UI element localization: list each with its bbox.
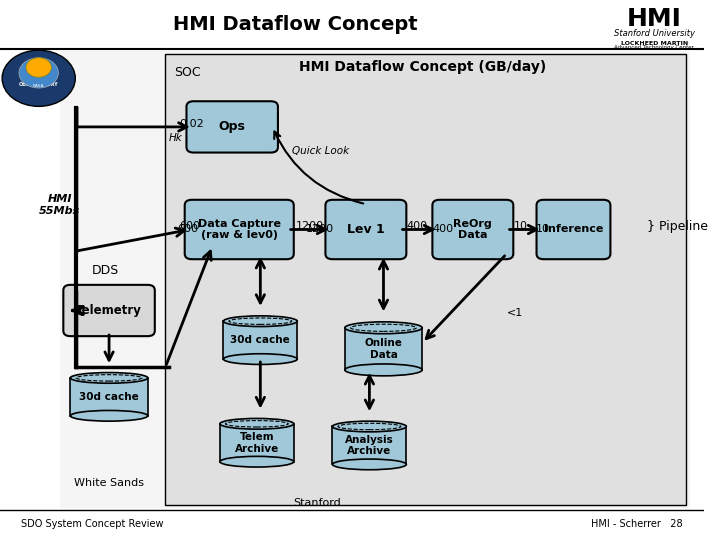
Text: 600: 600 — [179, 221, 200, 231]
Text: 1200: 1200 — [295, 221, 324, 231]
Ellipse shape — [345, 364, 422, 376]
Text: Stanford University: Stanford University — [614, 29, 695, 38]
Bar — [166, 54, 686, 505]
Text: HMI Dataflow Concept: HMI Dataflow Concept — [174, 15, 418, 34]
FancyBboxPatch shape — [433, 200, 513, 259]
Bar — [0, 0, 703, 49]
Text: White Sands: White Sands — [74, 478, 144, 488]
Text: LOCKHEED MARTIN: LOCKHEED MARTIN — [621, 40, 688, 46]
Bar — [223, 321, 297, 359]
Text: Telemetry: Telemetry — [76, 304, 142, 317]
Text: 400: 400 — [407, 221, 428, 231]
Ellipse shape — [220, 418, 294, 429]
Bar — [220, 424, 294, 462]
Text: 10: 10 — [513, 221, 528, 231]
Text: 0.02: 0.02 — [179, 119, 204, 129]
Ellipse shape — [71, 373, 148, 383]
Ellipse shape — [345, 322, 422, 334]
FancyBboxPatch shape — [186, 102, 278, 152]
FancyBboxPatch shape — [185, 200, 294, 259]
Text: 10: 10 — [536, 224, 550, 234]
Circle shape — [2, 50, 76, 106]
FancyBboxPatch shape — [536, 200, 611, 259]
Ellipse shape — [223, 316, 297, 327]
Text: HMI: HMI — [627, 7, 682, 31]
Text: 600: 600 — [177, 224, 198, 234]
Text: 400: 400 — [432, 224, 453, 234]
Ellipse shape — [333, 459, 406, 470]
Bar — [333, 427, 406, 464]
Text: NASA: NASA — [33, 84, 45, 89]
FancyBboxPatch shape — [63, 285, 155, 336]
Text: ReOrg
Data: ReOrg Data — [454, 219, 492, 240]
Text: 30d cache: 30d cache — [230, 335, 290, 345]
Ellipse shape — [220, 456, 294, 467]
Text: 30d cache: 30d cache — [79, 392, 139, 402]
Circle shape — [26, 58, 51, 77]
Text: Inference: Inference — [544, 225, 603, 234]
Text: HMI - Scherrer   28: HMI - Scherrer 28 — [591, 519, 683, 529]
Circle shape — [19, 58, 58, 88]
Text: SOLAR
DYNAMICS
OBSERVATORY: SOLAR DYNAMICS OBSERVATORY — [19, 70, 58, 86]
Text: DDS: DDS — [92, 264, 120, 276]
Text: Online
Data: Online Data — [364, 338, 402, 360]
Text: Data Capture
(raw & lev0): Data Capture (raw & lev0) — [198, 219, 281, 240]
Ellipse shape — [333, 421, 406, 432]
FancyBboxPatch shape — [325, 200, 406, 259]
Ellipse shape — [71, 410, 148, 421]
Text: Lev 1: Lev 1 — [347, 223, 384, 236]
Bar — [60, 51, 690, 508]
Ellipse shape — [223, 354, 297, 364]
Text: Stanford: Stanford — [293, 498, 341, 508]
Text: } Pipeline: } Pipeline — [647, 220, 708, 233]
Text: Analysis
Archive: Analysis Archive — [345, 435, 394, 456]
Text: HMI
55Mbs: HMI 55Mbs — [39, 194, 81, 216]
Text: Advanced Technology Center: Advanced Technology Center — [614, 45, 694, 50]
Bar — [345, 328, 422, 370]
Text: SDO System Concept Review: SDO System Concept Review — [21, 519, 163, 529]
Text: <1: <1 — [507, 308, 523, 318]
Text: HMI Dataflow Concept (GB/day): HMI Dataflow Concept (GB/day) — [299, 60, 546, 75]
Text: SOC: SOC — [174, 66, 201, 79]
Text: Ops: Ops — [219, 120, 246, 133]
Text: 1200: 1200 — [306, 224, 334, 234]
Text: Hk: Hk — [169, 133, 183, 143]
Text: Telem
Archive: Telem Archive — [235, 432, 279, 454]
Bar — [71, 378, 148, 416]
Text: Quick Look: Quick Look — [292, 146, 348, 156]
